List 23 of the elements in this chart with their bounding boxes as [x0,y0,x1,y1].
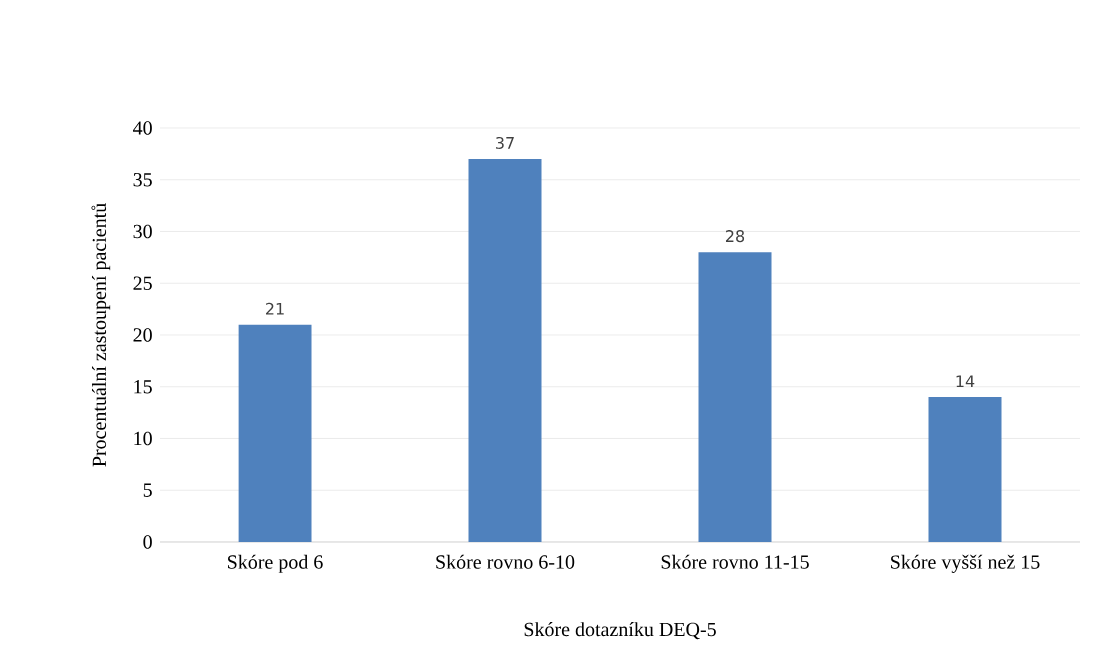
data-label: 14 [956,375,975,388]
bar [698,252,772,542]
y-tick-label: 0 [143,535,152,549]
y-tick-label: 25 [133,276,152,290]
data-label: 37 [496,136,514,149]
bar [238,324,312,542]
bar [928,397,1002,542]
bar [468,159,542,542]
data-label: 28 [726,230,745,243]
data-label: 21 [266,302,284,315]
x-axis-title: Skóre dotazníku DEQ-5 [524,622,716,640]
y-tick-label: 40 [133,121,152,135]
y-tick-label: 5 [143,483,152,497]
y-tick-label: 30 [133,224,152,239]
y-tick-label: 10 [134,431,152,446]
y-tick-label: 35 [133,173,152,187]
x-tick-label: Skóre pod 6 [228,554,323,573]
x-tick-label: Skóre vyšší než 15 [891,554,1040,573]
y-tick-label: 20 [133,328,152,342]
y-axis-title: Procentuální zastoupení pacientů [91,203,111,467]
x-tick-label: Skóre rovno 11-15 [661,554,809,569]
y-tick-label: 15 [134,380,152,394]
x-tick-label: Skóre rovno 6-10 [436,554,575,569]
